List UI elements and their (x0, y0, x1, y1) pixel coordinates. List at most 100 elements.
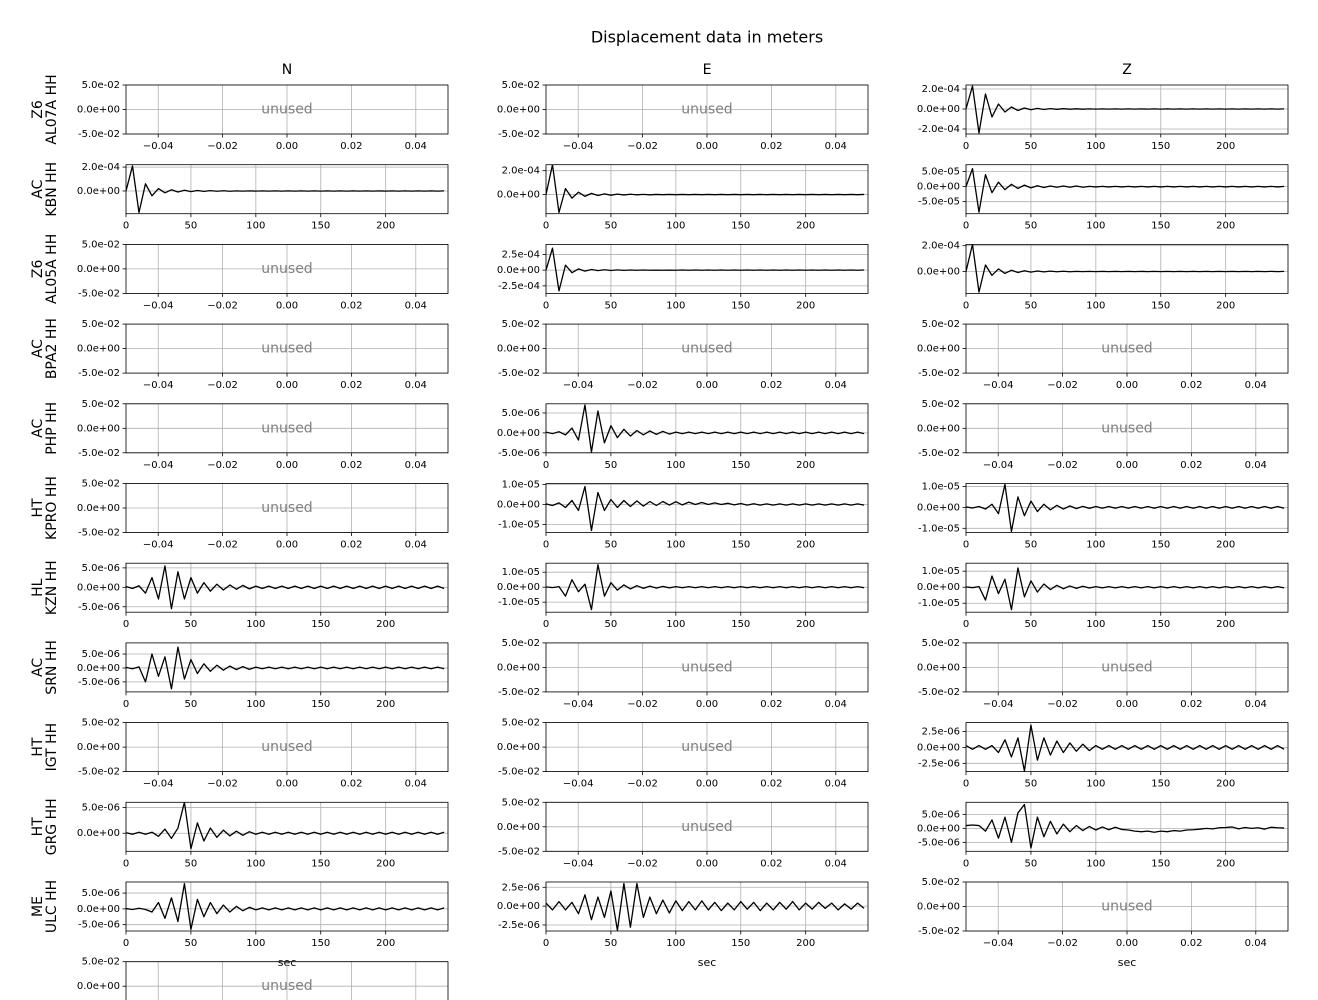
y-tick-label: -2.5e-06 (918, 758, 960, 769)
x-tick-label: −0.04 (983, 460, 1014, 471)
y-tick-label: 0.0e+00 (77, 663, 120, 674)
axes-frame (545, 403, 869, 454)
x-tick-label: 0.02 (340, 380, 362, 391)
x-tick-label: 200 (796, 938, 815, 949)
y-tick-label: 0.0e+00 (77, 981, 120, 992)
x-tick-label: −0.02 (627, 141, 658, 152)
x-tick-label: 100 (666, 221, 685, 232)
row-label: HT (30, 817, 46, 837)
trace (546, 164, 865, 214)
axes-frame (125, 84, 449, 135)
x-tick-label: 50 (605, 460, 618, 471)
trace (126, 165, 445, 214)
y-tick-label: 5.0e-02 (922, 399, 960, 410)
x-tick-label: 0.00 (696, 779, 718, 790)
y-tick-label: -5.0e-06 (78, 920, 120, 931)
x-tick-label: 0.04 (405, 779, 427, 790)
y-tick-label: 0.0e+00 (917, 662, 960, 673)
y-tick-label: 0.0e+00 (917, 104, 960, 115)
y-tick-label: -2.5e-06 (498, 920, 540, 931)
y-tick-label: -5.0e-02 (498, 368, 540, 379)
x-tick-label: 0 (963, 779, 969, 790)
x-tick-label: −0.02 (207, 141, 238, 152)
y-tick-label: -2.0e-04 (918, 124, 960, 135)
plot-area (546, 564, 865, 611)
trace (966, 167, 1285, 213)
x-tick-label: −0.04 (563, 141, 594, 152)
y-tick-label: 5.0e-06 (502, 408, 540, 419)
x-tick-label: 0 (123, 938, 129, 949)
figure-title: Displacement data in meters (591, 28, 823, 47)
plot-area (126, 565, 445, 610)
row-label: IGT HH (44, 723, 60, 772)
y-tick-label: -5.0e-02 (498, 687, 540, 698)
y-tick-label: -5.0e-06 (498, 448, 540, 459)
x-tick-label: 50 (1025, 858, 1038, 869)
x-tick-label: 200 (376, 699, 395, 710)
x-tick-label: −0.02 (1047, 938, 1078, 949)
annotation: unused (261, 341, 312, 357)
x-tick-label: 150 (311, 858, 330, 869)
x-tick-label: 200 (1216, 619, 1235, 630)
axes-frame (965, 562, 1289, 613)
axes-frame (125, 881, 449, 932)
x-tick-label: 100 (1086, 141, 1105, 152)
x-tick-label: 0.02 (1180, 460, 1202, 471)
y-tick-label: 0.0e+00 (77, 186, 120, 197)
x-tick-label: 100 (1086, 619, 1105, 630)
y-tick-label: 2.5e-06 (922, 727, 960, 738)
y-tick-label: 5.0e-02 (82, 957, 120, 968)
trace (546, 404, 865, 453)
y-tick-label: -5.0e-06 (918, 837, 960, 848)
y-tick-label: 5.0e-06 (82, 802, 120, 813)
x-tick-label: −0.02 (207, 460, 238, 471)
y-tick-label: 0.0e+00 (917, 742, 960, 753)
x-tick-label: −0.04 (983, 938, 1014, 949)
y-tick-label: 0.0e+00 (77, 742, 120, 753)
column-title: Z (1122, 62, 1132, 78)
y-tick-label: -1.0e-05 (498, 597, 540, 608)
trace (126, 882, 445, 931)
y-tick-label: 5.0e-02 (82, 319, 120, 330)
x-tick-label: 0.02 (1180, 699, 1202, 710)
y-tick-label: 5.0e-02 (82, 80, 120, 91)
plot-area (126, 882, 445, 931)
y-tick-label: 5.0e-02 (82, 399, 120, 410)
x-tick-label: 200 (376, 221, 395, 232)
annotation: unused (261, 739, 312, 755)
y-tick-label: 5.0e-02 (502, 319, 540, 330)
y-tick-label: 0.0e+00 (917, 902, 960, 913)
y-tick-label: 5.0e-05 (922, 167, 960, 178)
plot-area (126, 165, 445, 214)
annotation: unused (261, 978, 312, 994)
x-tick-label: 50 (185, 221, 198, 232)
y-tick-label: 0.0e+00 (497, 822, 540, 833)
x-tick-label: 200 (376, 619, 395, 630)
x-tick-label: 150 (311, 699, 330, 710)
plot-area (546, 247, 865, 292)
axes-frame (125, 642, 449, 693)
x-tick-label: 200 (376, 938, 395, 949)
x-tick-label: 0 (543, 460, 549, 471)
x-tick-label: 50 (185, 858, 198, 869)
trace (546, 247, 865, 292)
x-tick-label: 0.04 (405, 141, 427, 152)
x-tick-label: −0.02 (627, 858, 658, 869)
x-tick-label: 100 (1086, 779, 1105, 790)
x-tick-label: 0 (963, 540, 969, 551)
x-tick-label: −0.02 (1047, 460, 1078, 471)
y-tick-label: 2.0e-04 (922, 84, 960, 95)
y-tick-label: 5.0e-02 (502, 638, 540, 649)
annotation: unused (261, 500, 312, 516)
y-tick-label: 0.0e+00 (77, 582, 120, 593)
row-label: AC (30, 179, 46, 198)
y-tick-label: 0.0e+00 (497, 344, 540, 355)
x-tick-label: 50 (605, 938, 618, 949)
y-tick-label: 2.5e-04 (502, 249, 540, 260)
x-tick-label: 0 (543, 221, 549, 232)
axes-frame (545, 881, 869, 932)
x-tick-label: 100 (246, 619, 265, 630)
y-tick-label: 0.0e+00 (77, 904, 120, 915)
axes-frame (545, 722, 869, 772)
